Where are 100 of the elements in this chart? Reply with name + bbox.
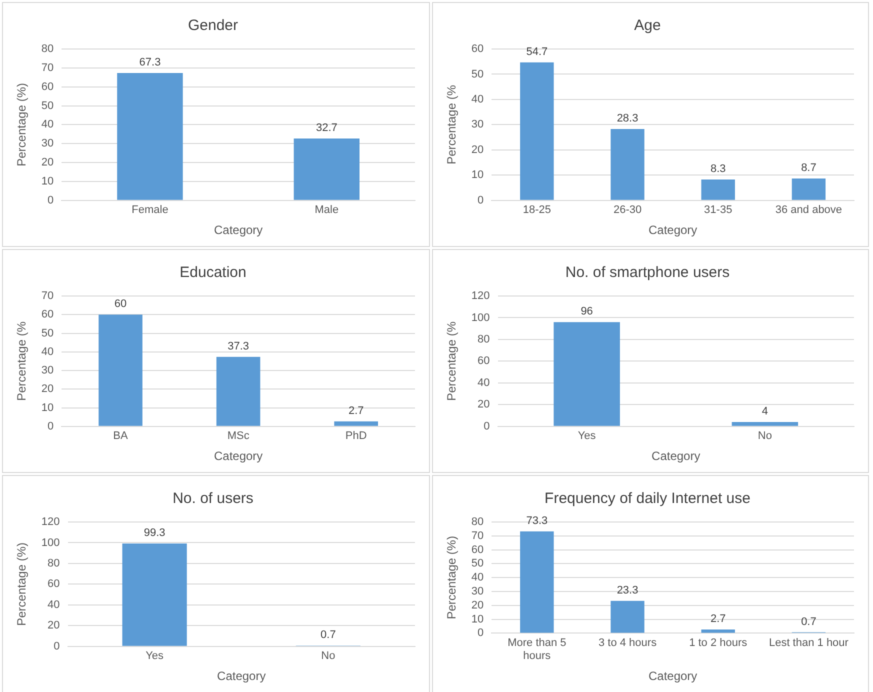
y-tick-label: 120: [41, 516, 60, 528]
y-tick-label: 50: [41, 327, 54, 340]
data-label: 60: [114, 298, 127, 310]
bar: [334, 421, 378, 426]
x-tick-label: PhD: [345, 430, 367, 442]
y-tick-label: 60: [478, 355, 490, 368]
y-tick-label: 40: [471, 94, 484, 106]
y-tick-label: 80: [48, 558, 60, 570]
y-axis-title: Percentage (%: [14, 321, 29, 401]
data-label: 2.7: [348, 404, 364, 417]
data-label: 73.3: [526, 514, 548, 527]
x-tick-label: Yes: [146, 650, 164, 662]
y-tick-label: 10: [41, 402, 54, 414]
data-label: 99.3: [144, 526, 166, 539]
bar: [610, 600, 644, 633]
y-tick-label: 70: [41, 290, 54, 302]
chart-title: Age: [634, 17, 661, 34]
bar: [216, 356, 260, 426]
data-label: 4: [762, 406, 768, 418]
data-label: 2.7: [710, 612, 726, 625]
y-tick-label: 0: [48, 420, 54, 432]
x-tick-label: Yes: [578, 430, 596, 442]
y-tick-label: 30: [471, 586, 484, 598]
y-tick-label: 100: [41, 536, 60, 549]
y-tick-label: 30: [471, 118, 484, 131]
y-tick-label: 60: [41, 80, 54, 93]
data-label: 32.7: [316, 122, 338, 134]
y-axis-title: Percentage (%): [444, 536, 459, 620]
data-label: 0.7: [320, 629, 336, 642]
y-tick-label: 40: [478, 376, 490, 389]
y-tick-label: 50: [471, 558, 484, 570]
y-tick-label: 20: [471, 144, 484, 156]
y-tick-label: 70: [41, 62, 54, 74]
x-tick-label: 18-25: [522, 204, 551, 216]
x-axis-title: Category: [652, 449, 700, 464]
chart-title: No. of smartphone users: [565, 264, 730, 282]
y-tick-label: 80: [471, 516, 484, 528]
y-tick-label: 40: [41, 346, 54, 358]
y-tick-label: 30: [41, 138, 54, 150]
y-tick-label: 20: [478, 398, 490, 411]
x-tick-label: BA: [113, 430, 129, 442]
y-tick-label: 20: [48, 620, 60, 632]
y-tick-label: 20: [41, 383, 54, 396]
y-tick-label: 30: [41, 364, 54, 377]
bar: [792, 178, 826, 200]
bar: [98, 314, 142, 426]
bar: [520, 62, 554, 200]
x-tick-label: 36 and above: [775, 204, 842, 216]
y-tick-label: 0: [478, 194, 484, 206]
y-tick-label: 10: [41, 176, 54, 188]
y-tick-label: 60: [41, 308, 54, 321]
x-tick-label: 31-35: [704, 204, 732, 216]
x-tick-label: 1 to 2 hours: [689, 636, 748, 649]
x-tick-label: More than 5 hours: [508, 636, 566, 662]
y-axis-title: Percentage (%: [444, 321, 459, 401]
y-tick-label: 0: [48, 194, 54, 206]
y-axis-title: Percentage (%): [14, 542, 29, 626]
y-tick-label: 50: [471, 68, 484, 80]
y-tick-label: 20: [471, 599, 484, 612]
y-tick-label: 100: [471, 312, 490, 324]
y-tick-label: 0: [478, 627, 484, 640]
y-tick-label: 70: [471, 530, 484, 542]
data-label: 54.7: [526, 46, 548, 58]
y-tick-label: 0: [54, 640, 60, 652]
data-label: 37.3: [228, 340, 250, 352]
bar: [701, 629, 735, 633]
y-axis-title: Percentage (%): [14, 83, 29, 166]
bar: [520, 531, 554, 633]
y-tick-label: 0: [484, 420, 490, 432]
x-tick-label: Lest than 1 hour: [768, 636, 849, 649]
x-tick-label: 26-30: [613, 204, 642, 216]
y-tick-label: 80: [478, 334, 490, 346]
data-label: 0.7: [801, 616, 816, 628]
data-label: 96: [580, 306, 593, 318]
y-tick-label: 120: [471, 290, 490, 302]
x-axis-title: Category: [648, 669, 698, 684]
chart-title: Frequency of daily Internet use: [544, 490, 750, 508]
y-tick-label: 40: [48, 598, 60, 611]
data-label: 8.7: [801, 162, 816, 174]
bar: [610, 128, 644, 200]
chart-title: Gender: [188, 17, 238, 34]
y-tick-label: 60: [48, 578, 60, 590]
data-label: 8.3: [710, 162, 726, 175]
x-tick-label: Female: [132, 204, 168, 216]
x-axis-title: Category: [214, 449, 263, 464]
x-tick-label: 3 to 4 hours: [598, 636, 658, 649]
y-tick-label: 80: [41, 43, 54, 56]
data-label: 28.3: [616, 112, 638, 125]
y-tick-label: 50: [41, 100, 54, 112]
x-tick-label: Male: [314, 204, 339, 216]
data-label: 23.3: [616, 584, 638, 596]
y-tick-label: 10: [471, 613, 484, 626]
chart-title: No. of users: [172, 490, 254, 508]
chart-title: Education: [180, 264, 246, 282]
y-tick-label: 60: [471, 43, 484, 56]
y-axis-title: Percentage (%: [444, 84, 459, 164]
y-tick-label: 40: [471, 572, 484, 584]
x-tick-label: No: [321, 650, 336, 662]
y-tick-label: 40: [41, 118, 54, 131]
x-axis-title: Category: [217, 669, 266, 684]
